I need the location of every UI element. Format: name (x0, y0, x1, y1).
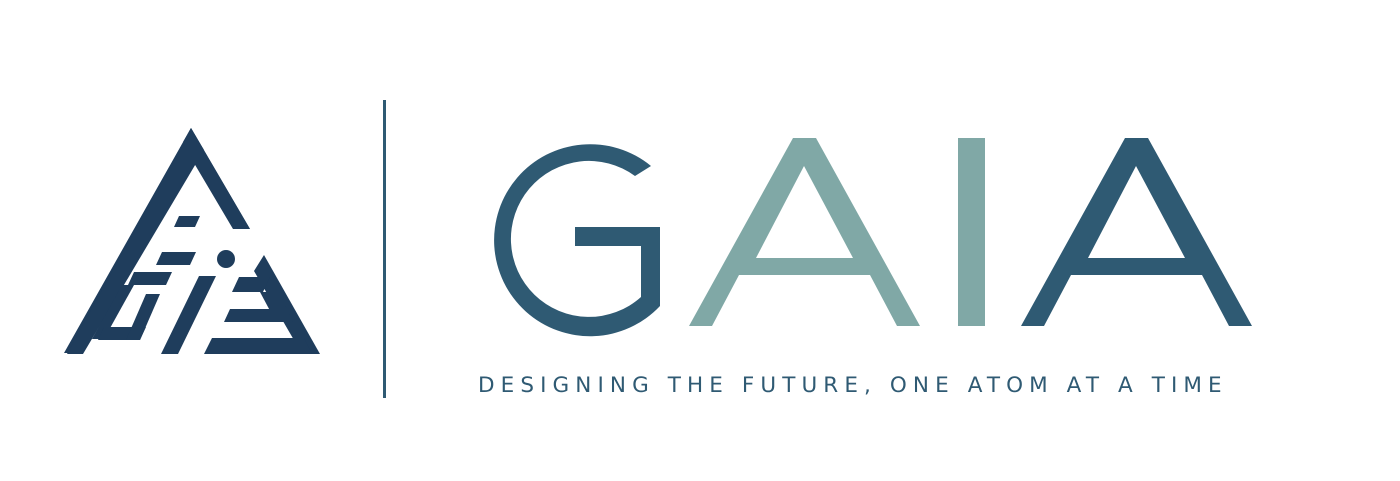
wordmark-letter-a-1 (689, 138, 920, 326)
wordmark-letter-a-2 (1021, 138, 1252, 326)
brand-tagline: DESIGNING THE FUTURE, ONE ATOM AT A TIME (478, 373, 1228, 398)
triangle-monogram-icon (64, 128, 320, 354)
brand-wordmark: GAIA (494, 138, 1252, 337)
wordmark-letter-i (958, 138, 985, 326)
vertical-divider (383, 100, 386, 398)
wordmark-letter-g (494, 144, 660, 337)
